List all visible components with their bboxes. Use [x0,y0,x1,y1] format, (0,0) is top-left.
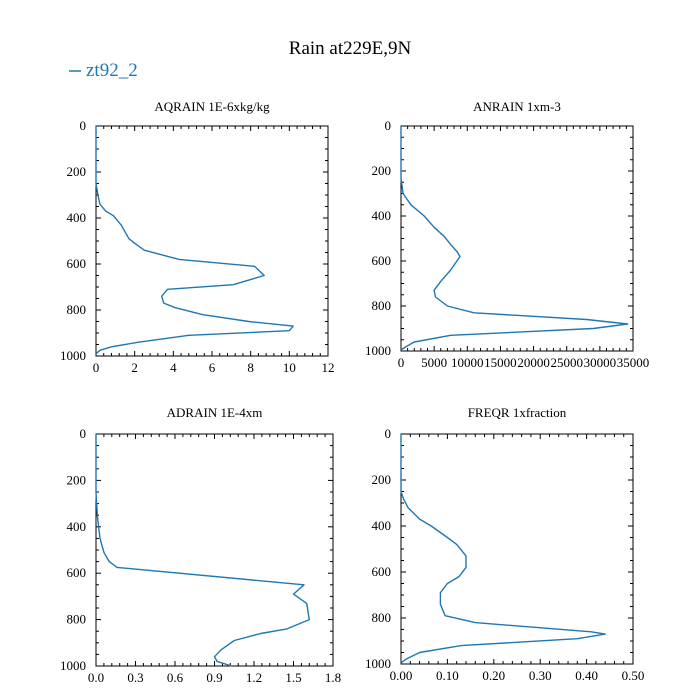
y-tick-label: 1000 [365,656,391,671]
x-tick-label: 0.40 [575,668,598,683]
y-tick-label: 1000 [60,658,86,673]
plot-frame [95,433,334,667]
x-tick-label: 1.5 [285,670,301,685]
y-tick-label: 600 [372,564,392,579]
y-tick-label: 0 [80,118,87,133]
y-tick-label: 1000 [365,343,391,358]
y-tick-label: 0 [385,118,392,133]
panel-aqrain: AQRAIN 1E-6xkg/kg 0 2 4 6 8 10 12 0 200 400 600 800 1… [60,99,335,375]
x-tick-label: 0.6 [167,670,184,685]
x-tick-label: 2 [131,360,138,375]
x-tick-label: 6 [209,360,216,375]
x-tick-label: 0.3 [127,670,143,685]
x-tick-label: 10 [283,360,296,375]
x-tick-label: 8 [247,360,254,375]
x-tick-label: 12 [322,360,335,375]
y-tick-label: 200 [67,472,87,487]
figure-title: Rain at229E,9N [289,38,412,59]
panel-title: FREQR 1xfraction [468,405,567,420]
x-tick-label: 0.20 [482,668,505,683]
x-tick-label: 0.9 [206,670,222,685]
y-tick-label: 400 [372,208,392,223]
panel-title: AQRAIN 1E-6xkg/kg [154,99,270,114]
y-tick-label: 200 [67,164,87,179]
x-tick-label: 20000 [517,355,550,370]
x-tick-label: 30000 [584,355,617,370]
y-tick-label: 400 [67,210,87,225]
y-tick-label: 200 [372,163,392,178]
y-tick-label: 800 [67,302,87,317]
x-tick-label: 25000 [550,355,583,370]
x-tick-label: 5000 [421,355,447,370]
y-tick-label: 0 [80,426,87,441]
panel-freqr: FREQR 1xfraction 0.00 0.10 0.20 0.30 0.40 0.50… [365,405,644,683]
x-tick-label: 15000 [484,355,517,370]
y-tick-label: 800 [372,610,392,625]
y-tick-label: 800 [372,298,392,313]
x-tick-label: 4 [170,360,177,375]
x-tick-label: 0.0 [88,670,104,685]
x-tick-label: 1.8 [325,670,341,685]
y-tick-label: 0 [385,426,392,441]
panel-title: ANRAIN 1xm-3 [473,99,561,114]
y-tick-label: 200 [372,472,392,487]
series-line-zt92_2 [95,434,310,667]
y-tick-label: 400 [372,518,392,533]
y-tick-label: 800 [67,612,87,627]
plot-frame [400,433,634,665]
x-tick-label: 10000 [451,355,484,370]
y-tick-label: 1000 [60,348,86,363]
panel-adrain: ADRAIN 1E-4xm 0.0 0.3 0.6 0.9 1.2 1.5 1.8 0 200 40… [60,405,341,685]
y-tick-label: 400 [67,519,87,534]
x-tick-label: 0 [93,360,100,375]
x-tick-label: 0 [398,355,405,370]
series-line-zt92_2 [95,126,294,355]
series-line-zt92_2 [400,434,606,664]
x-tick-label: 35000 [617,355,650,370]
y-tick-label: 600 [67,565,87,580]
plot-frame [400,125,634,352]
panel-title: ADRAIN 1E-4xm [167,405,263,420]
x-tick-label: 0.10 [436,668,459,683]
x-tick-label: 1.2 [246,670,262,685]
x-tick-label: 0.50 [622,668,645,683]
legend: zt92_2 [69,60,138,81]
x-tick-label: 0.30 [529,668,552,683]
legend-label: zt92_2 [86,60,138,81]
panel-anrain: ANRAIN 1xm-30 5000 10000 15000 20000 25000 300… [365,99,649,370]
series-line-zt92_2 [400,126,629,351]
y-tick-label: 600 [372,253,392,268]
x-tick-label: 0.00 [390,668,413,683]
y-tick-label: 600 [67,256,87,271]
